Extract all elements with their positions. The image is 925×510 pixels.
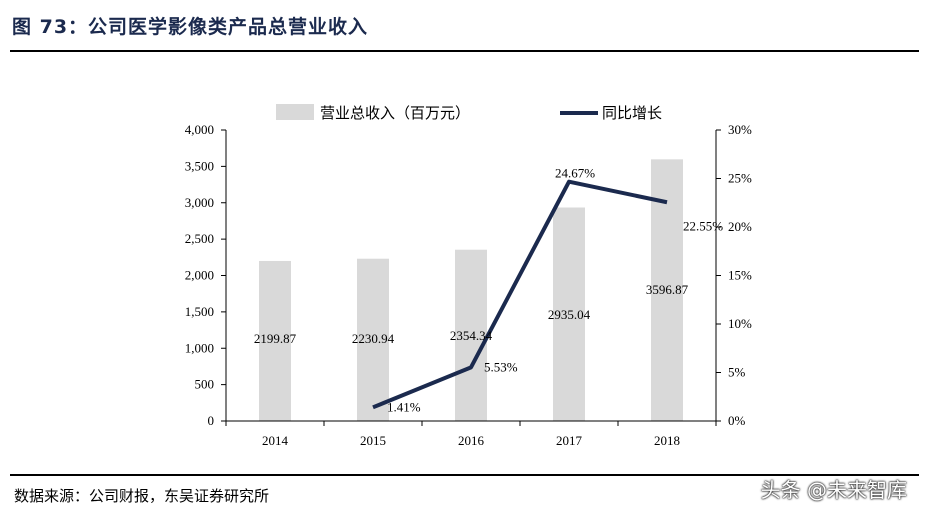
line-value-label: 1.41% [387, 399, 421, 414]
y-left-tick-label: 2,000 [185, 268, 214, 283]
bar [651, 159, 683, 422]
y-left-tick-label: 4,000 [185, 122, 214, 137]
line-series [372, 179, 668, 410]
bar [259, 260, 291, 421]
source-note: 数据来源：公司财报，东吴证券研究所 [14, 487, 270, 505]
legend-swatch-bar [276, 104, 314, 120]
x-tick-label: 2015 [360, 433, 386, 448]
bar [357, 258, 389, 421]
y-right-tick-label: 20% [728, 219, 752, 234]
y-left-tick-label: 3,500 [185, 158, 214, 173]
bar-value-label: 2199.87 [254, 331, 297, 346]
bar-value-label: 2354.34 [450, 328, 493, 343]
y-left-tick-label: 1,500 [185, 304, 214, 319]
x-tick-label: 2016 [458, 433, 485, 448]
legend: 营业总收入（百万元） 同比增长 [276, 104, 662, 122]
y-right-tick-label: 25% [728, 171, 752, 186]
chart-area: 0 500 1,000 1,500 2,000 2,500 3,000 3,500 4,000 0… [185, 104, 752, 448]
bar-value-label: 2935.04 [548, 307, 591, 322]
y-right-tick-label: 5% [728, 365, 746, 380]
y-right-tick-label: 10% [728, 316, 752, 331]
line-value-label: 22.55% [683, 218, 723, 233]
axes: 0 500 1,000 1,500 2,000 2,500 3,000 3,500 4,000 0… [185, 122, 752, 448]
y-right-tick-label: 0% [728, 413, 746, 428]
line-value-label: 5.53% [484, 359, 518, 374]
source-divider [10, 474, 919, 476]
line-value-label: 24.67% [555, 166, 595, 181]
y-left-tick-label: 0 [208, 413, 215, 428]
y-left-tick-label: 2,500 [185, 231, 214, 246]
x-tick-label: 2014 [262, 433, 289, 448]
y-right-tick-label: 15% [728, 268, 752, 283]
bar-series [259, 159, 683, 422]
legend-label-bar: 营业总收入（百万元） [320, 104, 470, 122]
bar [553, 207, 585, 421]
chart-title: 图 73：公司医学影像类产品总营业收入 [12, 16, 369, 38]
x-tick-label: 2017 [556, 433, 583, 448]
x-tick-label: 2018 [654, 433, 680, 448]
bar-value-label: 3596.87 [646, 282, 689, 297]
bar [455, 249, 487, 421]
y-left-tick-label: 500 [195, 377, 215, 392]
title-divider [10, 50, 919, 52]
data-labels: 2199.87 2230.94 2354.34 2935.04 3596.87 1.41%… [254, 166, 723, 415]
y-left-tick-label: 1,000 [185, 340, 214, 355]
legend-label-line: 同比增长 [602, 104, 662, 122]
watermark: 头条 @未来智库 [760, 478, 907, 502]
y-left-tick-label: 3,000 [185, 195, 214, 210]
y-right-tick-label: 30% [728, 122, 752, 137]
bar-value-label: 2230.94 [352, 331, 395, 346]
growth-line [372, 179, 668, 410]
